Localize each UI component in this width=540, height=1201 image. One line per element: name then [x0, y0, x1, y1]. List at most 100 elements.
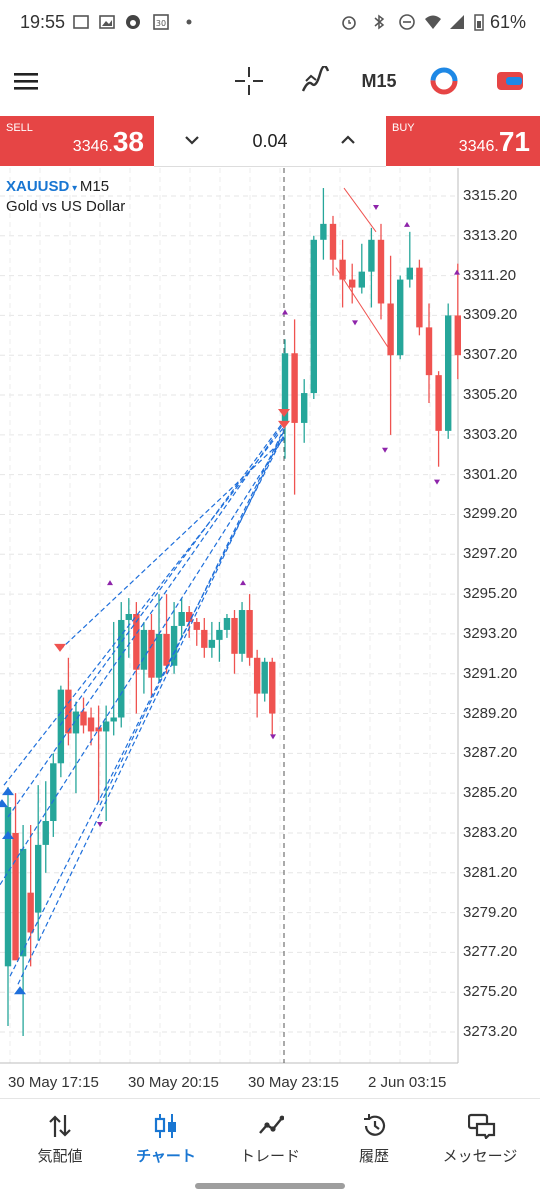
chart-canvas[interactable] [0, 168, 540, 1098]
sell-price-main: 3346. [72, 138, 113, 155]
volume-value[interactable]: 0.04 [252, 131, 288, 151]
candle-body [50, 763, 57, 822]
battery-percent: 61% [489, 12, 526, 32]
status-time: 19:55 [20, 12, 66, 32]
menu-button[interactable] [6, 46, 46, 116]
candle-body [186, 612, 193, 622]
nav-trade-label: トレード [239, 1148, 300, 1165]
nav-quotes[interactable]: 気配値 [6, 1099, 114, 1179]
candle-body [261, 661, 268, 694]
trade-small-marker [97, 821, 103, 827]
nav-chart-label: チャート [136, 1148, 196, 1165]
image-notification-icon [73, 15, 89, 29]
buy-price-pips: 71 [498, 126, 530, 157]
sell-arrow-marker [278, 408, 290, 417]
candle-body [238, 610, 246, 654]
chart-symbol-label[interactable]: XAUUSD ▾ M15 [6, 178, 109, 195]
symbol-name[interactable]: XAUUSD [6, 178, 70, 195]
price-axis-label: 3289.20 [463, 704, 518, 722]
candle-body [320, 223, 327, 240]
one-click-trading-button[interactable] [422, 46, 466, 116]
volume-control: 0.04 [154, 116, 386, 167]
trade-history-line [99, 428, 285, 806]
price-axis-label: 3307.20 [463, 346, 518, 364]
candle-body [416, 267, 423, 328]
candle-body [377, 239, 385, 304]
trade-line-icon [259, 1115, 284, 1134]
buy-price-main: 3346. [458, 138, 499, 155]
candle-body [133, 614, 140, 670]
candle-body [19, 848, 27, 957]
dot-notification-icon [186, 19, 192, 25]
home-indicator [195, 1183, 345, 1189]
bluetooth-icon [374, 14, 385, 30]
history-clock-icon [364, 1114, 386, 1136]
nav-quotes-label: 気配値 [37, 1148, 83, 1165]
candle-body [425, 327, 433, 376]
candle-body [118, 619, 125, 718]
candle-body [87, 717, 95, 732]
price-axis-label: 3305.20 [463, 386, 518, 404]
candle-body [42, 821, 49, 845]
candle-body [102, 721, 110, 732]
buy-button[interactable]: BUY 3346. 71 [386, 116, 540, 166]
buy-label: BUY [392, 122, 415, 134]
sell-price-pips: 38 [112, 126, 144, 157]
price-axis-label: 3303.20 [463, 425, 518, 443]
indicators-button[interactable] [292, 46, 338, 116]
gallery-notification-icon [99, 15, 115, 29]
candle-body [246, 610, 253, 658]
signal-icon [450, 15, 464, 29]
timeframe-button[interactable]: M15 [361, 70, 397, 91]
price-chart[interactable]: XAUUSD ▾ M15 Gold vs US Dollar 3315.20 33… [0, 168, 540, 1098]
volume-increase-icon[interactable] [336, 128, 360, 152]
crosshair-button[interactable] [226, 46, 272, 116]
new-order-button[interactable] [488, 46, 532, 116]
candle-body [291, 353, 298, 423]
new-order-icon [497, 72, 523, 90]
candle-body [358, 271, 365, 288]
sell-label: SELL [6, 122, 33, 134]
app-d-notification-icon [126, 15, 140, 29]
symbol-timeframe: M15 [79, 178, 110, 195]
candle-body [72, 711, 80, 734]
symbol-dropdown-icon[interactable]: ▾ [69, 183, 80, 194]
trade-small-marker [352, 320, 358, 326]
nav-trade[interactable]: トレード [216, 1099, 324, 1179]
quotes-arrows-icon [49, 1115, 71, 1137]
trade-small-marker [282, 309, 288, 315]
sell-button[interactable]: SELL 3346. 38 [0, 116, 154, 166]
volume-decrease-icon[interactable] [180, 128, 204, 152]
candle-body [310, 239, 317, 394]
candle-body [445, 315, 452, 431]
candle-body [281, 353, 289, 423]
price-axis-label: 3287.20 [463, 744, 518, 762]
price-axis-label: 3315.20 [463, 187, 518, 204]
nav-messages-label: メッセージ [442, 1148, 518, 1165]
trade-small-marker [107, 580, 113, 586]
dnd-icon [399, 14, 415, 30]
hamburger-menu-icon [14, 73, 38, 90]
price-axis-label: 3313.20 [463, 226, 518, 244]
candle-body [406, 267, 413, 280]
trade-small-marker [270, 734, 276, 740]
bottom-navigation: 気配値 チャート トレード 履歴 メッセージ [0, 1098, 540, 1201]
price-axis-label: 3291.20 [463, 664, 518, 682]
nav-messages[interactable]: メッセージ [426, 1099, 534, 1179]
trade-history-line [59, 438, 285, 651]
quote-bar: SELL 3346. 38 0.04 BUY 3346. 71 [0, 116, 540, 168]
candle-body [80, 711, 87, 726]
trade-small-marker [373, 204, 379, 210]
candle-body [95, 727, 102, 732]
nav-chart[interactable]: チャート [112, 1099, 220, 1179]
symbol-description: Gold vs US Dollar [6, 198, 126, 215]
buy-arrow-marker [0, 799, 8, 808]
nav-history[interactable]: 履歴 [320, 1099, 428, 1179]
candle-body [12, 832, 19, 961]
candle-body [193, 621, 200, 630]
candle-body [110, 717, 117, 722]
candle-body [178, 612, 185, 626]
indicator-curve-icon [301, 66, 330, 92]
candle-body [301, 393, 308, 423]
candle-body [231, 617, 238, 654]
